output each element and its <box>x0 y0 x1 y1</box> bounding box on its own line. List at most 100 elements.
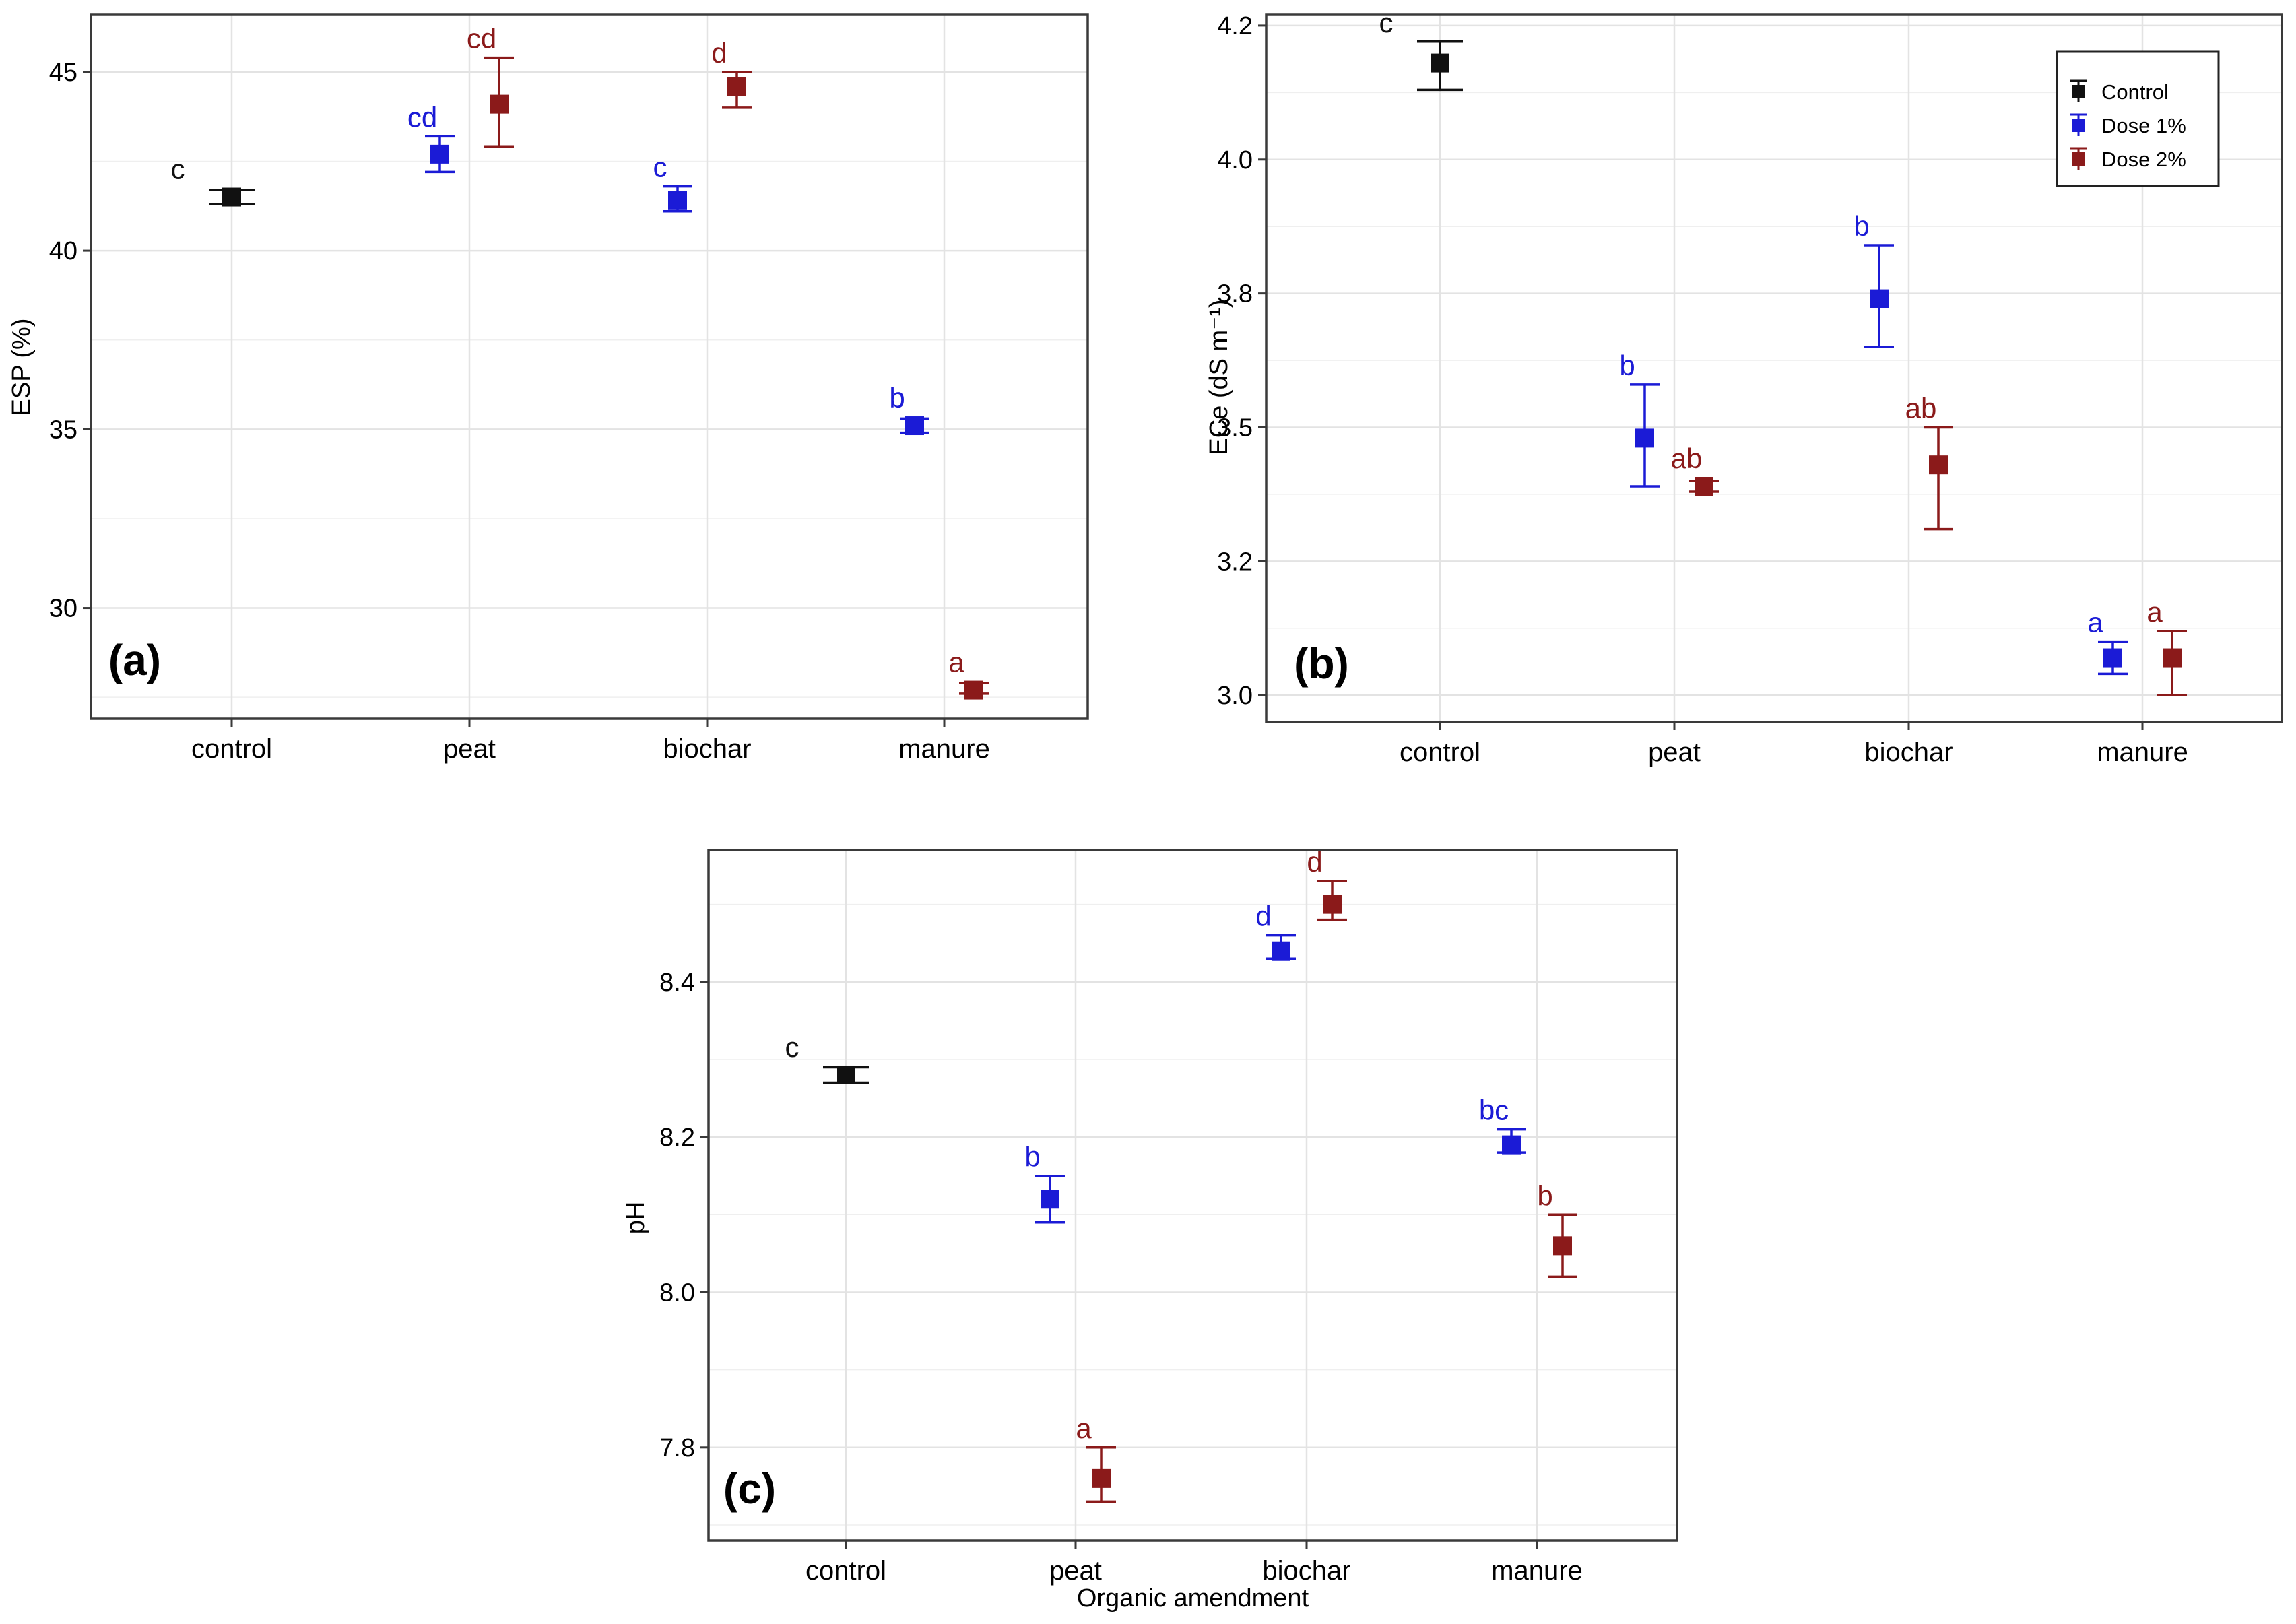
marker-square <box>1870 289 1889 308</box>
data-point-dose2-peat: cd <box>467 23 514 149</box>
y-tick-label: 40 <box>49 237 77 265</box>
data-point-dose2-biochar: ab <box>1905 393 1953 531</box>
data-point-dose2-biochar: d <box>711 37 752 109</box>
marker-square <box>2163 648 2182 668</box>
marker-square <box>668 191 687 210</box>
legend-entry-control: Control <box>2070 79 2169 104</box>
significance-letter: b <box>1024 1141 1040 1173</box>
y-tick-label: 8.2 <box>659 1124 695 1152</box>
significance-letter: bc <box>1479 1095 1509 1126</box>
data-point-dose1-biochar: c <box>653 152 692 213</box>
y-tick-label: 4.0 <box>1217 146 1253 174</box>
data-point-dose2-peat: ab <box>1671 443 1719 496</box>
x-tick-label-control: control <box>1400 738 1480 767</box>
data-point-dose2-manure: a <box>2146 596 2187 696</box>
significance-letter: ab <box>1671 443 1703 474</box>
significance-letter: c <box>1379 7 1393 38</box>
legend-swatch-square <box>2072 152 2085 166</box>
data-point-dose1-peat: b <box>1619 350 1660 488</box>
significance-letter: d <box>1255 901 1271 932</box>
x-tick-label-manure: manure <box>2097 738 2188 767</box>
panel-a-esp-chart: 30 35 40 45 control peat biochar manure ESP (%) c… <box>7 13 1089 764</box>
data-point-dose2-manure: a <box>948 647 989 700</box>
legend-swatch-square <box>2072 119 2085 132</box>
x-tick-label-biochar: biochar <box>1262 1556 1350 1586</box>
data-point-control-control: c <box>785 1031 869 1084</box>
data-point-dose1-peat: cd <box>407 101 455 174</box>
y-axis-title: ECe (dS m⁻¹) <box>1205 299 1233 455</box>
marker-square <box>964 680 983 700</box>
data-point-dose1-biochar: b <box>1854 210 1894 348</box>
x-tick-label-control: control <box>191 734 272 764</box>
marker-square <box>222 187 241 207</box>
data-point-dose2-manure: b <box>1537 1179 1577 1278</box>
marker-square <box>1092 1468 1111 1488</box>
data-point-dose2-peat: a <box>1076 1412 1116 1503</box>
data-point-dose1-peat: b <box>1024 1141 1065 1224</box>
x-tick-label-control: control <box>806 1556 886 1586</box>
significance-letter: ab <box>1905 393 1937 424</box>
data-point-dose1-manure: b <box>889 382 929 436</box>
marker-square <box>1553 1236 1572 1256</box>
x-tick-label-manure: manure <box>898 734 990 764</box>
significance-letter: c <box>653 152 667 183</box>
y-tick-label: 45 <box>49 59 77 87</box>
significance-letter: b <box>1854 210 1869 242</box>
plot-area <box>709 850 1677 1540</box>
legend-swatch-square <box>2072 85 2085 98</box>
significance-letter: d <box>1307 846 1322 878</box>
marker-square <box>1323 895 1342 914</box>
y-axis-title: pH <box>622 1202 650 1235</box>
marker-square <box>1272 941 1290 961</box>
x-tick-label-biochar: biochar <box>663 734 751 764</box>
marker-square <box>1431 53 1449 73</box>
marker-square <box>1502 1135 1521 1155</box>
marker-square <box>2103 648 2122 668</box>
marker-square <box>837 1065 855 1084</box>
grid-lines <box>91 15 1088 719</box>
marker-square <box>1041 1190 1059 1209</box>
significance-letter: c <box>171 154 185 185</box>
y-tick-label: 3.5 <box>1217 414 1253 443</box>
data-point-control-control: c <box>171 154 255 207</box>
significance-letter: a <box>948 647 964 678</box>
panel-label: (c) <box>723 1464 776 1513</box>
significance-letter: b <box>1537 1179 1552 1211</box>
data-point-dose2-biochar: d <box>1307 846 1347 921</box>
significance-letter: cd <box>407 101 437 133</box>
panel-label: (a) <box>108 636 161 684</box>
marker-square <box>905 416 924 436</box>
significance-letter: a <box>2087 607 2103 639</box>
significance-letter: cd <box>467 23 496 55</box>
panel-border <box>90 13 1089 720</box>
y-tick-label: 8.0 <box>659 1278 695 1307</box>
legend: Control Dose 1% Dose 2% <box>2056 50 2220 187</box>
x-tick-label-peat: peat <box>1049 1556 1102 1586</box>
marker-square <box>1695 477 1713 496</box>
grid-lines <box>709 850 1677 1540</box>
x-axis-title: Organic amendment <box>1077 1584 1309 1613</box>
legend-label: Dose 1% <box>2101 114 2186 137</box>
panel-c-ph-chart: 7.8 8.0 8.2 8.4 control peat biochar manure pH Or… <box>622 846 1678 1613</box>
x-tick-label-manure: manure <box>1491 1556 1583 1586</box>
marker-square <box>490 94 509 114</box>
x-tick-label-biochar: biochar <box>1864 738 1953 767</box>
legend-entry-dose2: Dose 2% <box>2070 147 2186 171</box>
marker-square <box>430 144 449 164</box>
marker-square <box>1929 455 1948 475</box>
legend-label: Dose 2% <box>2101 148 2186 171</box>
panel-label: (b) <box>1294 639 1349 688</box>
significance-letter: a <box>1076 1412 1092 1444</box>
panel-border <box>707 849 1678 1542</box>
y-axis-title: ESP (%) <box>7 318 36 416</box>
y-tick-label: 7.8 <box>659 1434 695 1462</box>
y-tick-label: 3.8 <box>1217 280 1253 308</box>
significance-letter: b <box>1619 350 1635 381</box>
data-point-dose1-manure: bc <box>1479 1095 1526 1155</box>
y-tick-label: 35 <box>49 416 77 444</box>
marker-square <box>727 77 746 96</box>
panel-b-ece-chart: 3.0 3.2 3.5 3.8 4.0 4.2 control peat biochar manu… <box>1205 7 2283 767</box>
significance-letter: d <box>711 37 727 69</box>
x-tick-label-peat: peat <box>1648 738 1701 767</box>
y-tick-label: 3.0 <box>1217 682 1253 710</box>
